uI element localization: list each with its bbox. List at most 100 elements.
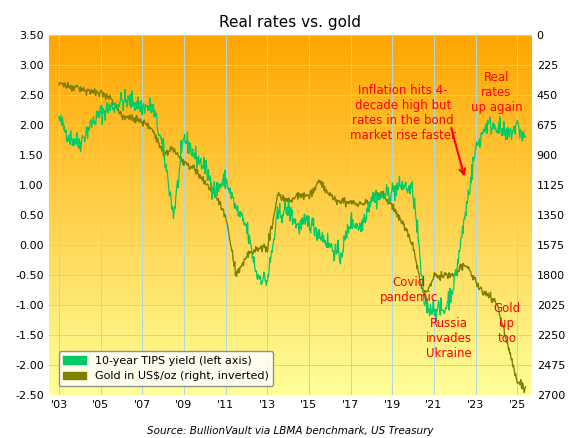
Bar <box>49 177 532 179</box>
Bar <box>49 192 532 194</box>
10-year TIPS yield (left axis) <box>433 319 440 324</box>
Bar <box>49 154 532 156</box>
Bar <box>49 353 532 355</box>
Bar <box>49 78 532 80</box>
Bar <box>49 124 532 125</box>
Gold in US$/oz (right, inverted) <box>410 248 417 253</box>
Bar <box>49 368 532 370</box>
Bar <box>49 183 532 184</box>
Bar <box>49 260 532 262</box>
Bar <box>49 303 532 305</box>
Bar <box>49 35 532 37</box>
Bar <box>49 188 532 190</box>
Bar <box>49 199 532 201</box>
Bar <box>49 350 532 352</box>
Bar <box>49 343 532 345</box>
Bar <box>49 174 532 176</box>
Bar <box>49 337 532 339</box>
Bar <box>49 168 532 170</box>
Bar <box>49 131 532 132</box>
Bar <box>49 269 532 271</box>
Text: Inflation hits 4-
decade high but
rates in the bond
market rise faster: Inflation hits 4- decade high but rates … <box>350 84 456 142</box>
Bar <box>49 224 532 226</box>
Bar <box>49 318 532 319</box>
Bar <box>49 334 532 336</box>
Bar <box>49 106 532 107</box>
Bar <box>49 120 532 122</box>
Bar <box>49 44 532 46</box>
Bar <box>49 311 532 312</box>
Bar <box>49 309 532 311</box>
Bar <box>49 319 532 321</box>
Bar <box>49 219 532 221</box>
Bar <box>49 253 532 255</box>
Gold in US$/oz (right, inverted) <box>339 195 346 201</box>
Bar <box>49 237 532 239</box>
Gold in US$/oz (right, inverted) <box>353 201 360 206</box>
Bar <box>49 161 532 163</box>
Bar <box>49 111 532 113</box>
Bar <box>49 60 532 62</box>
Bar <box>49 278 532 280</box>
Bar <box>49 132 532 134</box>
Text: Covid
pandemic: Covid pandemic <box>380 276 438 304</box>
Bar <box>49 257 532 258</box>
Bar <box>49 217 532 219</box>
Bar <box>49 282 532 283</box>
Bar <box>49 156 532 158</box>
Bar <box>49 384 532 386</box>
Bar <box>49 206 532 208</box>
Bar <box>49 339 532 341</box>
Bar <box>49 267 532 269</box>
Title: Real rates vs. gold: Real rates vs. gold <box>219 15 361 30</box>
Bar <box>49 249 532 251</box>
Bar <box>49 42 532 44</box>
Bar <box>49 82 532 84</box>
Bar <box>49 75 532 77</box>
Gold in US$/oz (right, inverted) <box>56 80 63 85</box>
Bar <box>49 116 532 118</box>
Bar <box>49 352 532 353</box>
Bar <box>49 359 532 361</box>
Bar <box>49 366 532 368</box>
Bar <box>49 336 532 337</box>
Bar <box>49 122 532 124</box>
Gold in US$/oz (right, inverted) <box>522 384 529 389</box>
Bar <box>49 298 532 300</box>
Bar <box>49 276 532 278</box>
Gold in US$/oz (right, inverted) <box>85 87 92 92</box>
Bar <box>49 230 532 231</box>
Bar <box>49 223 532 224</box>
Line: 10-year TIPS yield (left axis): 10-year TIPS yield (left axis) <box>59 89 525 321</box>
Bar <box>49 195 532 197</box>
Bar <box>49 100 532 102</box>
Bar <box>49 244 532 246</box>
Bar <box>49 41 532 42</box>
Bar <box>49 265 532 267</box>
Bar <box>49 361 532 363</box>
Bar <box>49 262 532 264</box>
Bar <box>49 382 532 384</box>
Bar <box>49 323 532 325</box>
Bar <box>49 145 532 147</box>
10-year TIPS yield (left axis) <box>458 235 465 240</box>
Bar <box>49 363 532 364</box>
10-year TIPS yield (left axis) <box>522 134 529 140</box>
Bar <box>49 104 532 106</box>
Bar <box>49 158 532 159</box>
Bar <box>49 271 532 273</box>
Bar <box>49 48 532 50</box>
Text: Source: BullionVault via LBMA benchmark, US Treasury: Source: BullionVault via LBMA benchmark,… <box>147 426 433 436</box>
Bar <box>49 213 532 215</box>
10-year TIPS yield (left axis) <box>353 221 360 226</box>
Bar <box>49 374 532 375</box>
Bar <box>49 346 532 348</box>
10-year TIPS yield (left axis) <box>410 198 417 203</box>
Bar <box>49 235 532 237</box>
Bar <box>49 285 532 287</box>
Gold in US$/oz (right, inverted) <box>56 82 63 88</box>
Bar <box>49 258 532 260</box>
Bar <box>49 107 532 109</box>
Bar <box>49 59 532 60</box>
Bar <box>49 98 532 100</box>
